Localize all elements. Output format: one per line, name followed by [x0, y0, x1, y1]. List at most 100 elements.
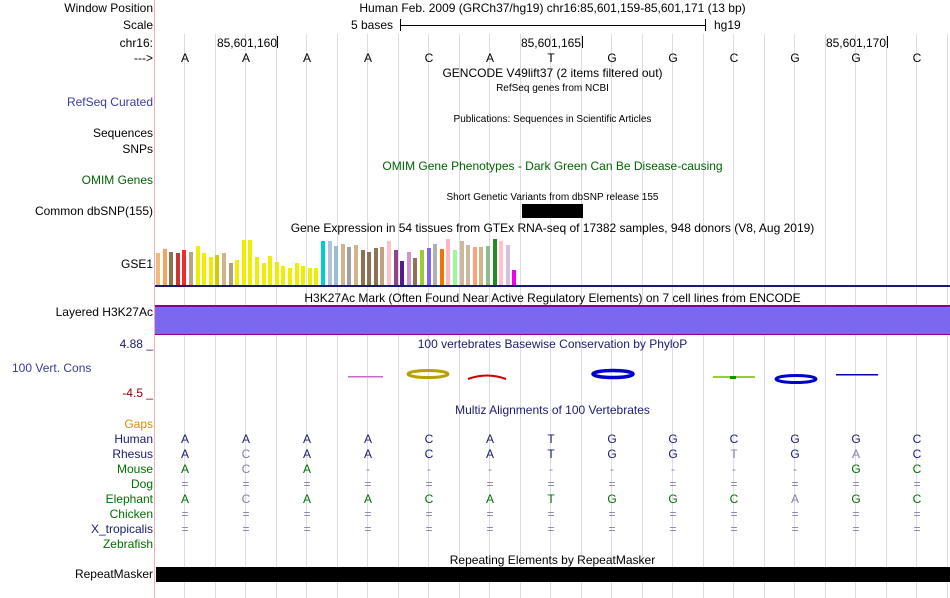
gtex-tissue-bar[interactable]	[156, 253, 160, 285]
layered-h3k27ac-label[interactable]: Layered H3K27Ac	[55, 305, 153, 319]
species-label[interactable]: Elephant	[105, 492, 153, 506]
position-label-1: 85,601,160	[216, 36, 277, 50]
gtex-tissue-bar[interactable]	[182, 250, 187, 285]
gtex-tissue-bar[interactable]	[288, 268, 292, 285]
cons-mark-1	[348, 376, 383, 378]
dbsnp-variant-block[interactable]	[522, 204, 583, 218]
alignment-base: A	[180, 432, 189, 446]
snps-label[interactable]: SNPs	[122, 142, 153, 156]
gtex-tissue-bar[interactable]	[486, 246, 490, 285]
common-dbsnp-label[interactable]: Common dbSNP(155)	[34, 204, 153, 218]
alignment-base: -	[488, 462, 492, 476]
gtex-tissue-bar[interactable]	[321, 241, 325, 285]
alignment-base: =	[730, 477, 738, 491]
gtex-tissue-bar[interactable]	[367, 252, 372, 285]
gtex-tissue-bar[interactable]	[420, 250, 424, 285]
gtex-tissue-bar[interactable]	[248, 240, 253, 285]
gtex-tissue-bar[interactable]	[479, 247, 484, 285]
gtex-tissue-bar[interactable]	[314, 268, 319, 285]
gtex-tissue-bar[interactable]	[446, 239, 451, 285]
gtex-tissue-bar[interactable]	[241, 240, 246, 285]
h3k27ac-signal[interactable]	[155, 305, 950, 335]
gtex-tissue-bar[interactable]	[439, 249, 444, 285]
gtex-tissue-bar[interactable]	[472, 247, 477, 285]
species-label[interactable]: Chicken	[109, 507, 153, 521]
gtex-tissue-bar[interactable]	[512, 270, 517, 285]
gtex-tissue-bar[interactable]	[492, 239, 497, 285]
species-label[interactable]: Mouse	[116, 462, 153, 476]
window-position-value: Human Feb. 2009 (GRCh37/hg19) chr16:85,6…	[359, 1, 746, 15]
species-label[interactable]: Human	[114, 432, 153, 446]
multiz-track-title: Multiz Alignments of 100 Vertebrates	[455, 403, 650, 417]
alignment-base: A	[485, 492, 494, 506]
gtex-tissue-bar[interactable]	[208, 257, 213, 285]
base-letter: A	[363, 51, 372, 65]
gtex-tissue-bar[interactable]	[235, 260, 240, 285]
species-label[interactable]: Rhesus	[112, 447, 153, 461]
sequences-label[interactable]: Sequences	[92, 126, 153, 140]
species-label[interactable]: Dog	[130, 477, 153, 491]
gtex-tissue-bar[interactable]	[195, 246, 200, 285]
gtex-tissue-bar[interactable]	[413, 258, 418, 285]
gtex-tissue-bar[interactable]	[202, 253, 207, 285]
alignment-base: C	[241, 447, 251, 461]
repeatmasker-label[interactable]: RepeatMasker	[74, 567, 153, 581]
gtex-tissue-bar[interactable]	[261, 263, 266, 285]
species-label[interactable]: X_tropicalis	[90, 522, 153, 536]
gtex-tissue-bar[interactable]	[274, 262, 279, 285]
refseq-curated-label[interactable]: RefSeq Curated	[66, 95, 153, 109]
gtex-tissue-bar[interactable]	[228, 263, 233, 285]
gtex-tissue-bar[interactable]	[189, 252, 193, 285]
alignment-base: G	[851, 492, 861, 506]
gtex-tissue-bar[interactable]	[380, 247, 385, 285]
gtex-tissue-bar[interactable]	[215, 255, 220, 285]
gtex-tissue-bar[interactable]	[175, 253, 180, 285]
alignment-base: G	[851, 462, 861, 476]
omim-genes-label[interactable]: OMIM Genes	[81, 173, 153, 187]
gtex-tissue-bar[interactable]	[340, 244, 345, 285]
repeatmasker-block[interactable]	[156, 567, 950, 582]
alignment-base: -	[366, 462, 370, 476]
gtex-tissue-bar[interactable]	[505, 245, 510, 285]
alignment-base: G	[607, 492, 617, 506]
species-label[interactable]: Zebrafish	[102, 537, 153, 551]
gtex-tissue-bar[interactable]	[453, 250, 457, 285]
gtex-tissue-bar[interactable]	[334, 246, 339, 285]
gtex-tissue-bar[interactable]	[433, 244, 438, 285]
alignment-base: =	[486, 522, 494, 536]
gtex-bar-chart[interactable]	[156, 237, 950, 285]
gtex-tissue-bar[interactable]	[393, 250, 398, 285]
gtex-tissue-bar[interactable]	[406, 252, 411, 285]
gtex-tissue-bar[interactable]	[307, 268, 312, 285]
gtex-tissue-bar[interactable]	[301, 266, 306, 285]
gtex-tissue-bar[interactable]	[400, 261, 405, 285]
gtex-tissue-bar[interactable]	[169, 252, 174, 285]
alignment-base: =	[425, 522, 433, 536]
gtex-tissue-bar[interactable]	[426, 248, 431, 285]
gtex-tissue-bar[interactable]	[222, 253, 226, 285]
position-tick-2	[582, 36, 583, 48]
gtex-tissue-bar[interactable]	[294, 263, 299, 285]
alignment-base: =	[547, 522, 555, 536]
base-letter: C	[912, 51, 922, 65]
gtex-tissue-bar[interactable]	[281, 266, 286, 285]
gtex-tissue-bar[interactable]	[162, 249, 167, 285]
alignment-base: =	[852, 507, 860, 521]
alignment-base: =	[303, 522, 311, 536]
gtex-tissue-bar[interactable]	[499, 241, 504, 285]
vert-cons-label[interactable]: 100 Vert. Cons	[12, 361, 92, 375]
gtex-tissue-bar[interactable]	[387, 241, 391, 285]
gse1-label[interactable]: GSE1	[120, 257, 153, 271]
gtex-tissue-bar[interactable]	[255, 257, 259, 285]
gtex-tissue-bar[interactable]	[459, 241, 464, 285]
gtex-tissue-bar[interactable]	[347, 247, 352, 285]
gtex-tissue-bar[interactable]	[327, 241, 332, 285]
gtex-tissue-bar[interactable]	[466, 245, 471, 285]
gtex-tissue-bar[interactable]	[268, 256, 273, 285]
gtex-tissue-bar[interactable]	[354, 245, 358, 285]
gaps-label[interactable]: Gaps	[124, 417, 153, 431]
gencode-track-title[interactable]: GENCODE V49lift37 (2 items filtered out)	[442, 66, 663, 80]
alignment-base: C	[729, 432, 739, 446]
gtex-tissue-bar[interactable]	[373, 248, 378, 285]
gtex-tissue-bar[interactable]	[360, 250, 365, 285]
